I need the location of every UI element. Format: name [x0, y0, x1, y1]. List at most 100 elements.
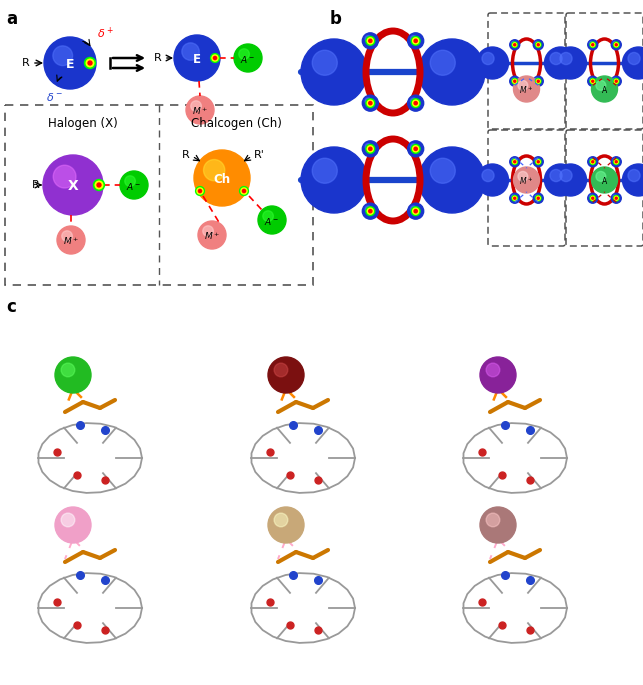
- Circle shape: [550, 169, 562, 182]
- Circle shape: [510, 76, 520, 86]
- Circle shape: [211, 53, 219, 62]
- Circle shape: [268, 357, 304, 393]
- Circle shape: [241, 188, 247, 194]
- Circle shape: [198, 221, 226, 249]
- Circle shape: [513, 197, 516, 200]
- Circle shape: [97, 183, 101, 187]
- Circle shape: [538, 80, 539, 82]
- Circle shape: [538, 197, 539, 199]
- Circle shape: [367, 38, 374, 44]
- Circle shape: [410, 98, 417, 104]
- Text: A: A: [602, 177, 607, 186]
- Circle shape: [88, 61, 92, 65]
- Text: X: X: [68, 179, 78, 193]
- Text: R: R: [182, 150, 190, 160]
- Circle shape: [414, 101, 417, 105]
- Circle shape: [430, 50, 455, 75]
- Circle shape: [365, 36, 371, 42]
- Circle shape: [591, 160, 595, 164]
- Circle shape: [55, 357, 91, 393]
- Circle shape: [511, 158, 515, 162]
- Circle shape: [84, 58, 96, 68]
- Circle shape: [588, 157, 598, 166]
- Circle shape: [535, 42, 539, 45]
- Circle shape: [414, 210, 417, 213]
- Circle shape: [408, 141, 424, 157]
- Circle shape: [628, 169, 640, 182]
- Circle shape: [186, 96, 214, 124]
- Text: $M^+$: $M^+$: [204, 230, 220, 242]
- Circle shape: [613, 79, 619, 84]
- Circle shape: [195, 186, 204, 195]
- Circle shape: [590, 158, 593, 162]
- Circle shape: [545, 164, 577, 196]
- Circle shape: [203, 226, 213, 236]
- Circle shape: [615, 161, 617, 163]
- Circle shape: [43, 155, 103, 215]
- Circle shape: [413, 146, 419, 152]
- Circle shape: [536, 197, 540, 200]
- Circle shape: [213, 56, 217, 60]
- Circle shape: [533, 193, 543, 203]
- Circle shape: [514, 161, 516, 163]
- Circle shape: [511, 78, 515, 82]
- Circle shape: [514, 197, 516, 199]
- Circle shape: [591, 43, 595, 47]
- Circle shape: [366, 207, 375, 216]
- Circle shape: [514, 167, 539, 193]
- Circle shape: [182, 43, 199, 60]
- Text: Halogen (X): Halogen (X): [48, 117, 118, 130]
- Circle shape: [312, 158, 338, 184]
- Circle shape: [536, 43, 540, 47]
- Text: Ch: Ch: [213, 173, 231, 186]
- Circle shape: [174, 35, 220, 81]
- Circle shape: [197, 188, 203, 194]
- Circle shape: [430, 158, 455, 184]
- Circle shape: [86, 59, 94, 67]
- Circle shape: [53, 46, 73, 66]
- Circle shape: [412, 145, 420, 153]
- Circle shape: [362, 203, 378, 219]
- Circle shape: [554, 164, 586, 196]
- Text: R: R: [154, 53, 162, 63]
- Circle shape: [419, 147, 485, 213]
- Circle shape: [588, 40, 598, 50]
- Text: $M^+$: $M^+$: [520, 84, 534, 96]
- Circle shape: [538, 44, 539, 46]
- Circle shape: [554, 47, 586, 79]
- Bar: [5, 105, 313, 285]
- Circle shape: [194, 150, 250, 206]
- Circle shape: [513, 79, 516, 83]
- Circle shape: [591, 197, 595, 200]
- Circle shape: [362, 95, 378, 111]
- Circle shape: [476, 47, 509, 79]
- Circle shape: [510, 40, 520, 50]
- Circle shape: [368, 101, 372, 105]
- Circle shape: [274, 513, 288, 527]
- Circle shape: [518, 171, 528, 182]
- Circle shape: [615, 44, 617, 46]
- Text: $M^+$: $M^+$: [63, 235, 79, 247]
- Circle shape: [510, 157, 520, 166]
- Circle shape: [366, 99, 375, 108]
- Circle shape: [414, 39, 417, 42]
- Circle shape: [482, 169, 494, 182]
- Circle shape: [476, 164, 509, 196]
- Circle shape: [550, 53, 562, 64]
- Circle shape: [536, 42, 541, 47]
- Circle shape: [514, 76, 539, 102]
- Text: a: a: [6, 10, 17, 28]
- Circle shape: [191, 101, 201, 112]
- Circle shape: [614, 79, 618, 83]
- Circle shape: [613, 78, 617, 82]
- Circle shape: [622, 164, 643, 196]
- Circle shape: [590, 79, 595, 84]
- Circle shape: [592, 197, 593, 199]
- Circle shape: [414, 147, 417, 151]
- Text: $M^+$: $M^+$: [520, 175, 534, 187]
- Circle shape: [410, 36, 417, 42]
- Circle shape: [533, 157, 543, 166]
- Circle shape: [366, 36, 375, 45]
- Circle shape: [512, 195, 518, 201]
- Circle shape: [512, 42, 518, 47]
